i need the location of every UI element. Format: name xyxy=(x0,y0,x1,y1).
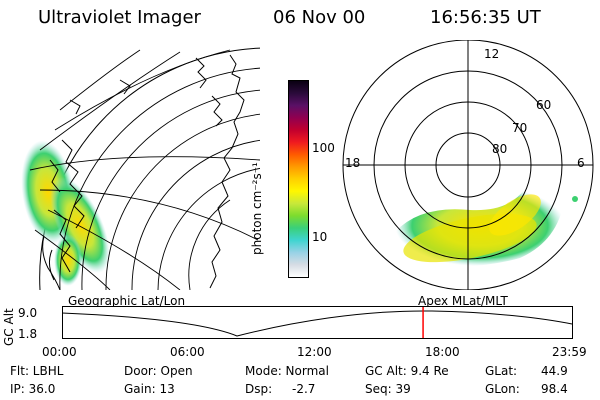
timeline-y-tick-high: 9.0 xyxy=(18,306,38,320)
glon-label: GLon: xyxy=(485,382,520,396)
color-scale-bar xyxy=(288,80,309,278)
mode-value: Mode: Normal xyxy=(245,364,329,378)
altitude-timeline xyxy=(62,306,573,339)
geographic-map xyxy=(21,47,260,290)
color-scale-unit: photon cm⁻²s⁻¹ xyxy=(250,162,264,255)
gain-value: Gain: 13 xyxy=(124,382,175,396)
timeline-y-tick-low: 1.8 xyxy=(18,327,38,341)
mlt-label-6: 6 xyxy=(577,156,585,170)
color-scale-tick-10: 10 xyxy=(312,230,328,244)
polar-mlat-mlt-plot xyxy=(342,40,594,290)
dsp-label: Dsp: xyxy=(245,382,273,396)
dsp-value: -2.7 xyxy=(292,382,316,396)
color-scale-tick-100: 100 xyxy=(312,141,335,155)
timeline-x-tick-0000: 00:00 xyxy=(42,345,77,359)
door-status: Door: Open xyxy=(124,364,193,378)
ip-value: IP: 36.0 xyxy=(10,382,56,396)
mlt-label-18: 18 xyxy=(345,156,361,170)
observation-time: 16:56:35 UT xyxy=(430,7,541,28)
instrument-title: Ultraviolet Imager xyxy=(38,7,201,28)
timeline-y-label: GC Alt xyxy=(2,308,16,346)
timeline-right-title: Apex MLat/MLT xyxy=(418,294,508,308)
timeline-x-tick-1200: 12:00 xyxy=(297,345,332,359)
coastlines xyxy=(42,54,245,290)
gc-alt-value: GC Alt: 9.4 Re xyxy=(365,364,449,378)
mlat-label-80: 80 xyxy=(492,142,508,156)
timeline-left-title: Geographic Lat/Lon xyxy=(68,294,186,308)
mlat-label-60: 60 xyxy=(536,98,552,112)
observation-date: 06 Nov 00 xyxy=(273,7,366,28)
glat-value: 44.9 xyxy=(541,364,568,378)
sequence-value: Seq: 39 xyxy=(365,382,411,396)
timeline-x-tick-0600: 06:00 xyxy=(170,345,205,359)
glat-label: GLat: xyxy=(485,364,518,378)
filter-value: Flt: LBHL xyxy=(10,364,64,378)
timeline-x-tick-1800: 18:00 xyxy=(425,345,460,359)
mlat-label-70: 70 xyxy=(512,121,528,135)
mlt-label-12: 12 xyxy=(484,47,500,61)
glon-value: 98.4 xyxy=(541,382,568,396)
timeline-x-tick-2359: 23:59 xyxy=(552,345,587,359)
